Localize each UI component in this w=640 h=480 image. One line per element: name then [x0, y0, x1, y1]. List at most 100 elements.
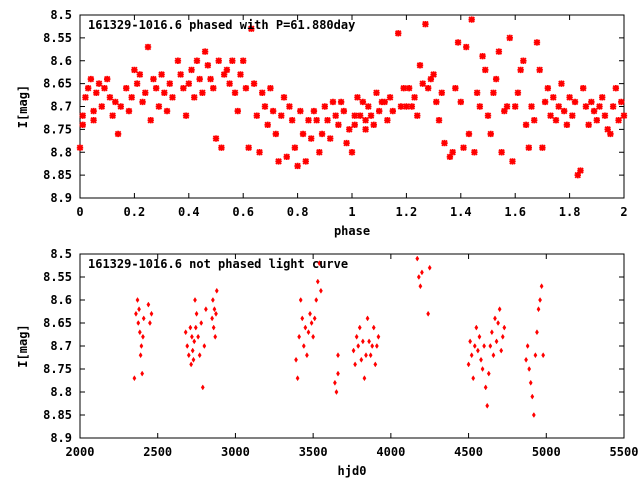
phased-data-point: [555, 103, 562, 110]
phased-data-point: [182, 112, 190, 119]
unphased-data-point: [211, 324, 216, 331]
unphased-data-point: [148, 320, 152, 326]
unphased-data-point: [137, 329, 142, 336]
phased-data-point: [103, 75, 111, 83]
phased-data-point: [101, 84, 108, 92]
unphased-data-point: [334, 389, 339, 395]
phased-data-point: [452, 84, 459, 92]
phased-data-point: [95, 80, 103, 87]
unphased-data-point: [298, 297, 303, 303]
phased-data-point: [359, 98, 367, 106]
phased-data-point: [242, 84, 250, 92]
unphased-data-point: [367, 338, 371, 345]
unphased-data-point: [135, 297, 140, 303]
phased-data-point: [479, 52, 486, 60]
phased-data-point: [416, 62, 424, 69]
phased-data-point: [609, 103, 617, 110]
unphased-data-point: [214, 287, 219, 294]
unphased-data-point: [471, 375, 476, 382]
phased-data-point: [133, 80, 141, 87]
phased-data-point: [541, 98, 549, 106]
unphased-data-points: [132, 255, 546, 418]
unphased-data-point: [466, 361, 471, 368]
phased-data-point: [256, 149, 263, 156]
phased-x-tick-label: 0.8: [287, 205, 309, 219]
unphased-data-point: [485, 402, 490, 409]
unphased-data-point: [189, 361, 194, 368]
unphased-y-tick-label: 8.5: [50, 247, 72, 261]
phased-data-point: [286, 103, 293, 110]
phased-data-point: [204, 62, 212, 69]
phased-x-tick-label: 1.8: [559, 205, 581, 219]
phased-data-point: [618, 98, 625, 106]
phased-data-point: [422, 20, 429, 28]
phased-data-point: [354, 94, 361, 101]
unphased-data-point: [192, 338, 197, 345]
phased-data-point: [163, 107, 171, 115]
unphased-data-point: [351, 347, 356, 354]
unphased-data-point: [527, 366, 532, 372]
unphased-data-point: [491, 352, 496, 359]
unphased-plot-frame: [79, 253, 625, 439]
unphased-data-point: [480, 366, 485, 372]
phased-data-point: [582, 103, 590, 110]
phased-data-point: [356, 112, 364, 119]
phased-data-point: [109, 112, 116, 119]
unphased-y-tick-label: 8.55: [43, 270, 72, 284]
phased-data-point: [166, 80, 173, 87]
unphased-data-point: [191, 356, 196, 363]
unphased-x-tick-label: 4500: [454, 445, 483, 459]
unphased-data-point: [530, 393, 535, 400]
unphased-data-point: [415, 255, 420, 262]
phased-data-point: [471, 149, 478, 156]
unphased-data-point: [294, 356, 298, 363]
phased-y-axis-label: I[mag]: [16, 85, 30, 128]
phased-data-point: [193, 57, 201, 64]
phased-data-point: [522, 121, 530, 129]
unphased-data-point: [535, 329, 539, 336]
unphased-y-ticks: 8.5 8.55 8.6 8.65 8.7 8.75 8.8 8.85 8.9: [43, 247, 624, 445]
phased-data-point: [275, 158, 282, 165]
phased-data-point: [177, 71, 184, 78]
phased-data-point: [201, 48, 209, 55]
unphased-data-point: [360, 338, 365, 345]
phased-y-tick-label: 8.6: [50, 54, 72, 68]
unphased-y-tick-label: 8.9: [50, 431, 72, 445]
phased-data-point: [253, 112, 261, 119]
phased-data-point: [381, 98, 388, 106]
phased-data-point: [528, 103, 535, 110]
unphased-x-tick-label: 4000: [376, 445, 405, 459]
phased-data-point: [607, 130, 614, 138]
unphased-data-point: [368, 352, 373, 359]
unphased-x-axis-label: hjd0: [338, 464, 367, 478]
unphased-data-point: [190, 333, 194, 340]
unphased-data-point: [312, 315, 317, 322]
phased-data-point: [525, 144, 533, 151]
unphased-data-point: [183, 329, 188, 336]
phased-data-point: [98, 103, 105, 110]
phased-data-point: [514, 89, 522, 97]
phased-data-point: [280, 94, 288, 101]
phased-data-point: [79, 121, 86, 129]
unphased-y-tick-label: 8.65: [43, 316, 72, 330]
unphased-data-point: [196, 333, 201, 340]
phased-data-point: [82, 94, 89, 101]
unphased-data-point: [538, 297, 542, 303]
unphased-data-point: [202, 343, 207, 349]
phased-data-point: [264, 121, 271, 129]
phased-data-point: [294, 162, 301, 170]
phased-x-tick-label: 1: [348, 205, 355, 219]
phased-data-point: [199, 89, 206, 97]
unphased-data-point: [336, 352, 340, 359]
unphased-data-point: [483, 384, 488, 391]
phased-data-point: [337, 98, 345, 106]
unphased-data-point: [468, 338, 473, 345]
phased-data-point: [531, 116, 538, 124]
phased-data-point: [332, 112, 339, 119]
phased-data-point: [231, 89, 239, 97]
phased-data-point: [261, 103, 269, 110]
unphased-data-point: [132, 375, 137, 382]
unphased-x-tick-label: 3000: [221, 445, 250, 459]
unphased-data-point: [314, 297, 319, 303]
unphased-data-point: [317, 260, 322, 267]
